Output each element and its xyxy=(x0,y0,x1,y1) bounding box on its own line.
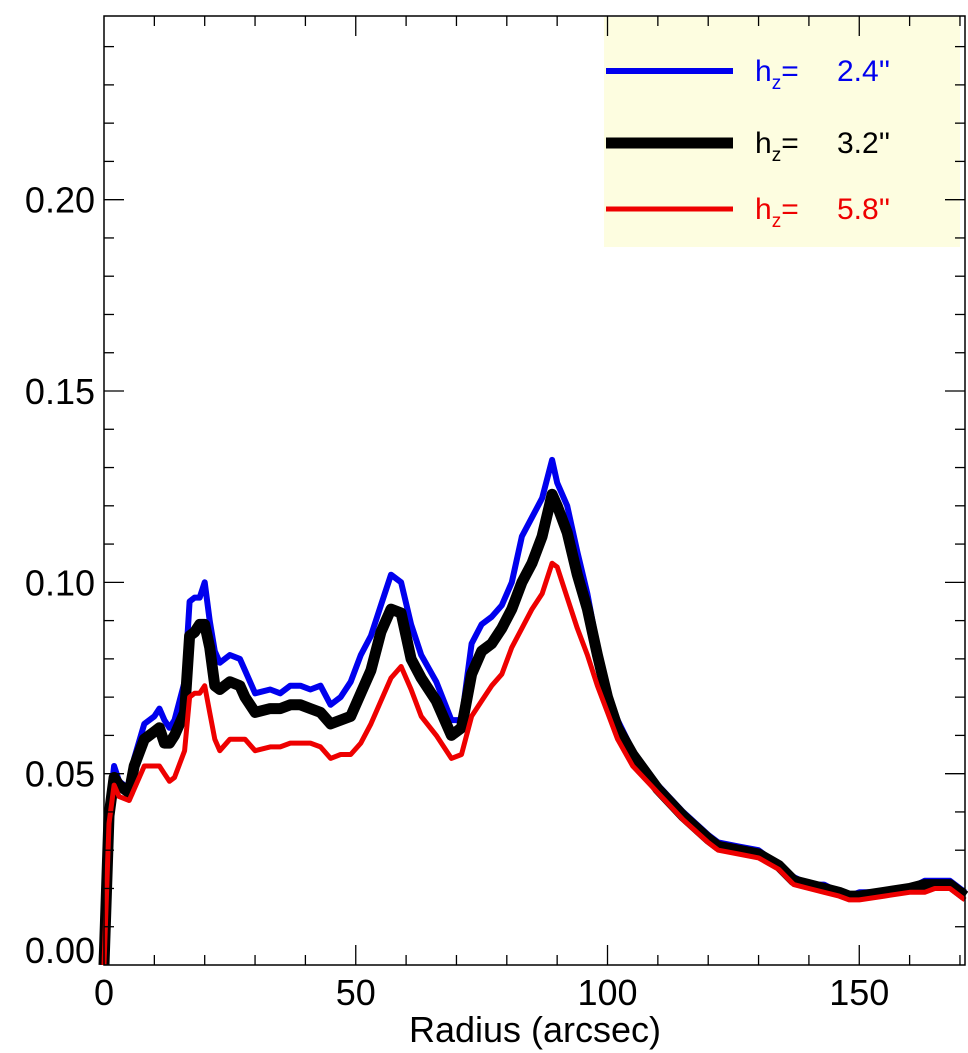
legend-subscript: z xyxy=(772,73,782,94)
series-line-1 xyxy=(98,488,968,966)
y-tick-label: 0.20 xyxy=(25,180,95,221)
legend-value: 5.8'' xyxy=(837,193,890,226)
y-tick-label: 0.10 xyxy=(25,562,95,603)
legend-prefix: h xyxy=(755,127,772,160)
legend-value: 2.4'' xyxy=(837,55,890,88)
legend-prefix: h xyxy=(755,193,772,226)
legend-subscript: z xyxy=(772,145,782,166)
legend-subscript: z xyxy=(772,211,782,232)
series-line-2 xyxy=(101,560,967,966)
legend-equals: = xyxy=(781,193,799,226)
axes: 0 50 100 150 0.00 0.05 0.10 0.15 0.20 xyxy=(25,15,966,1013)
legend-label: hz= xyxy=(755,55,799,94)
y-tick-label: 0.15 xyxy=(25,371,95,412)
legend-equals: = xyxy=(781,127,799,160)
legend-label: hz= xyxy=(755,127,799,166)
x-tick-label: 150 xyxy=(829,972,889,1013)
legend-label: hz= xyxy=(755,193,799,232)
y-tick-label: 0.05 xyxy=(25,754,95,795)
x-axis-title: Radius (arcsec) xyxy=(409,1009,661,1050)
legend: hz= 2.4''hz= 3.2''hz= 5.8'' xyxy=(604,17,960,247)
x-tick-label: 0 xyxy=(94,972,114,1013)
x-tick-label: 50 xyxy=(336,972,376,1013)
plot-frame xyxy=(103,15,966,966)
legend-value: 3.2'' xyxy=(837,127,890,160)
series-layer xyxy=(98,456,968,966)
legend-equals: = xyxy=(781,55,799,88)
legend-prefix: h xyxy=(755,55,772,88)
x-tick-label: 100 xyxy=(577,972,637,1013)
y-tick-label: 0.00 xyxy=(25,930,95,971)
